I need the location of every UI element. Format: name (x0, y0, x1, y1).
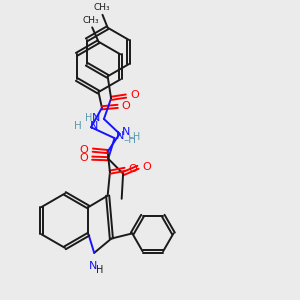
Text: H: H (74, 121, 82, 131)
Text: N: N (92, 113, 100, 123)
Text: O: O (80, 145, 88, 154)
Text: O: O (130, 91, 139, 100)
Text: N: N (90, 121, 99, 131)
Text: N: N (122, 127, 130, 137)
Text: H: H (96, 265, 103, 275)
Text: CH₃: CH₃ (82, 16, 99, 25)
Text: –H: –H (129, 132, 141, 142)
Text: O: O (129, 164, 138, 174)
Text: O: O (79, 153, 88, 163)
Text: N: N (116, 131, 124, 141)
Text: H: H (85, 113, 92, 123)
Text: N: N (88, 261, 97, 271)
Text: O: O (142, 162, 151, 172)
Text: O: O (122, 101, 130, 111)
Text: CH₃: CH₃ (93, 3, 110, 12)
Text: –H: –H (123, 135, 136, 146)
